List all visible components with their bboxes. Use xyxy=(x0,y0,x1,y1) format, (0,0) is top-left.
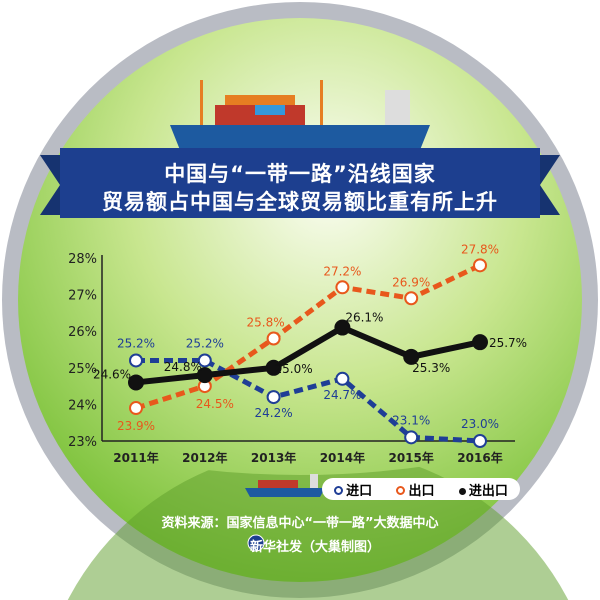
y-tick-label: 24% xyxy=(68,398,97,413)
data-point xyxy=(404,430,419,445)
data-label: 23.0% xyxy=(461,417,499,431)
series-line-1 xyxy=(135,263,482,411)
legend: 进口 出口 进出口 xyxy=(322,478,520,500)
title-line-1: 中国与“一带一路”沿线国家 xyxy=(164,162,436,186)
legend-total: 进出口 xyxy=(458,480,508,499)
data-label: 25.2% xyxy=(117,336,155,350)
data-point xyxy=(266,390,281,405)
data-point xyxy=(197,353,212,368)
data-point xyxy=(196,367,213,384)
y-tick-label: 27% xyxy=(68,289,97,304)
legend-import: 进口 xyxy=(334,480,372,499)
x-tick-label: 2013年 xyxy=(251,450,296,465)
data-point xyxy=(129,353,143,368)
data-point xyxy=(128,374,144,391)
data-point xyxy=(403,348,420,365)
data-label: 23.1% xyxy=(392,413,430,427)
small-ship-icon xyxy=(245,474,325,497)
data-point xyxy=(473,258,487,273)
data-label: 27.8% xyxy=(461,242,499,256)
data-label: 27.2% xyxy=(323,264,361,278)
data-point xyxy=(404,291,419,306)
data-label: 24.8% xyxy=(164,360,202,374)
data-point xyxy=(266,331,281,346)
x-tick-label: 2012年 xyxy=(182,450,227,465)
data-label: 24.5% xyxy=(196,397,234,411)
title-line-2: 贸易额占中国与全球贸易额比重有所上升 xyxy=(102,190,498,214)
y-tick-label: 23% xyxy=(68,435,97,450)
data-point xyxy=(473,434,487,448)
title-banner xyxy=(60,148,540,218)
line-chart: 23% 24% 25% 26% 27% 28% 2011年 2012年 2013年 2014年 20… xyxy=(68,242,527,465)
source-note: 资料来源：国家信息中心“一带一路”大数据中心 xyxy=(161,516,439,531)
credit: 新华社发（大巢制图） xyxy=(249,540,380,555)
xinhua-logo xyxy=(247,534,265,552)
data-label: 24.7% xyxy=(323,388,361,402)
x-tick-label: 2011年 xyxy=(113,450,158,465)
data-label: 25.0% xyxy=(275,362,313,376)
data-label: 25.2% xyxy=(186,336,224,350)
data-label: 25.8% xyxy=(247,316,285,330)
data-point xyxy=(335,371,350,386)
x-tick-label: 2014年 xyxy=(320,450,365,465)
data-point xyxy=(335,280,350,295)
legend-export: 出口 xyxy=(396,480,435,499)
data-label: 24.6% xyxy=(93,367,131,381)
y-tick-label: 25% xyxy=(68,362,97,377)
x-tick-label: 2015年 xyxy=(388,450,433,465)
data-label: 26.1% xyxy=(345,311,383,325)
data-label: 25.3% xyxy=(412,361,450,375)
data-label: 24.2% xyxy=(255,406,293,420)
data-point xyxy=(265,359,282,376)
data-point xyxy=(129,401,143,416)
data-label: 26.9% xyxy=(392,275,430,289)
ship-icon xyxy=(170,80,430,150)
data-point xyxy=(472,334,488,351)
y-tick-label: 26% xyxy=(68,325,97,340)
data-label: 25.7% xyxy=(489,336,527,350)
series-line-0 xyxy=(136,357,481,444)
y-tick-label: 28% xyxy=(68,252,97,267)
series-line-2 xyxy=(135,324,481,386)
x-tick-label: 2016年 xyxy=(457,450,502,465)
data-point xyxy=(334,319,351,336)
data-label: 23.9% xyxy=(117,419,155,433)
